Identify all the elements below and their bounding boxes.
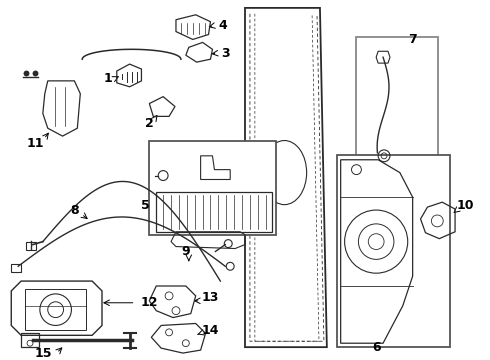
Text: 7: 7 [408,33,417,46]
Bar [21,333,39,347]
Bar [26,242,36,249]
Text: 10: 10 [456,199,474,212]
Text: 3: 3 [221,47,230,60]
Text: 9: 9 [181,245,190,258]
Polygon shape [245,8,327,347]
Text: 11: 11 [26,136,44,149]
Text: 4: 4 [218,19,227,32]
Ellipse shape [262,140,307,204]
Text: 2: 2 [145,117,154,130]
Bar [149,141,275,235]
Text: 12: 12 [141,296,158,309]
Text: 6: 6 [372,341,380,354]
Bar [356,37,438,166]
Bar [337,155,450,347]
Text: 15: 15 [34,347,51,360]
Text: 8: 8 [70,203,79,217]
Bar [11,264,21,272]
Text: 1: 1 [103,72,112,85]
Text: 14: 14 [202,324,219,337]
Text: 13: 13 [202,291,219,304]
Bar [25,289,86,330]
Text: 5: 5 [141,199,150,212]
